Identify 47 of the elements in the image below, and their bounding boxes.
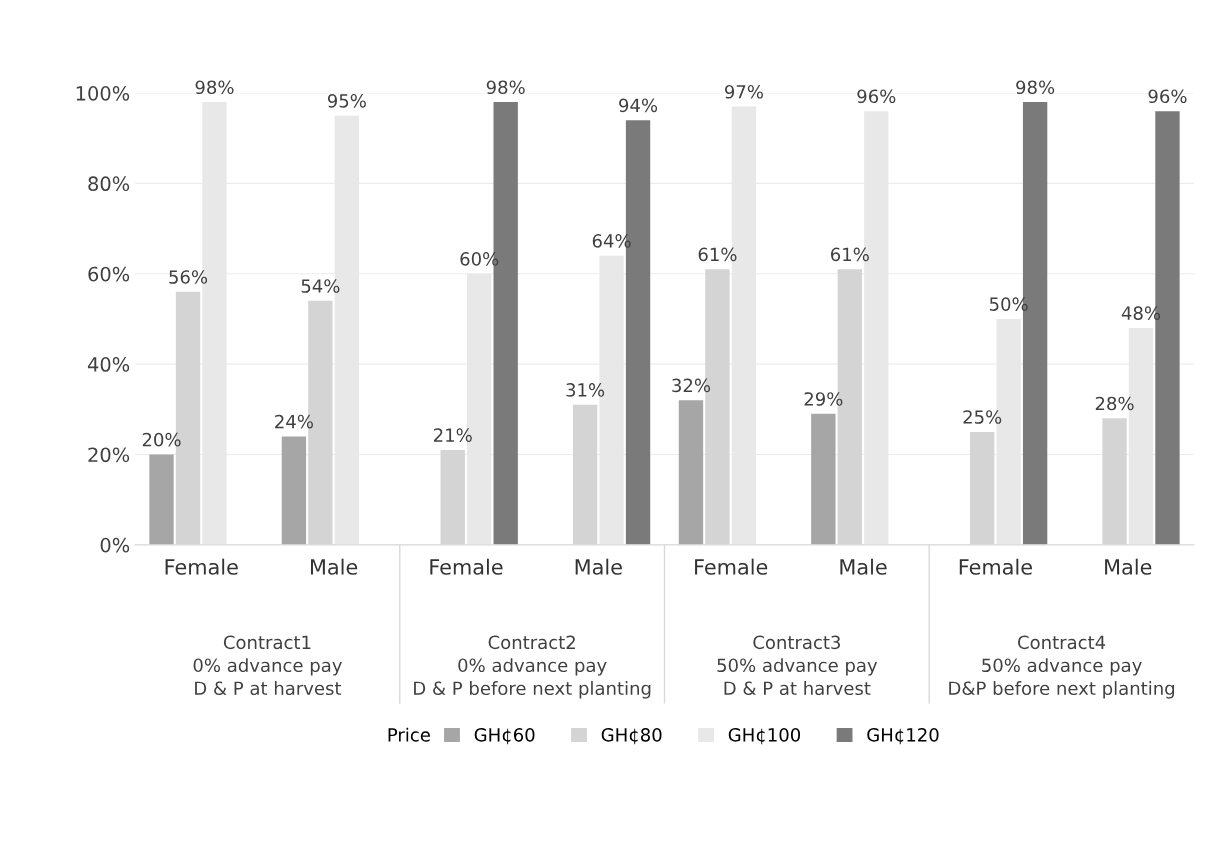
data-label: 98% — [1016, 80, 1055, 95]
legend-label: GH¢100 — [728, 727, 801, 745]
x-tick-label: Male — [575, 558, 622, 575]
x-tick-label: Female — [695, 558, 768, 575]
data-label: 28% — [1095, 396, 1134, 411]
bar — [149, 454, 174, 545]
legend-title: Price — [388, 727, 430, 742]
data-label: 61% — [831, 247, 869, 262]
data-label: 97% — [724, 84, 763, 99]
legend-label: GH¢80 — [601, 727, 662, 745]
data-label: 98% — [486, 80, 525, 95]
y-tick-label: 80% — [88, 176, 130, 192]
data-label: 61% — [698, 247, 737, 262]
data-label: 94% — [619, 98, 658, 113]
legend-label: GH¢120 — [867, 727, 939, 745]
text: Contract2 0% advance pay D & P before next planting — [414, 635, 651, 699]
data-label: 21% — [433, 428, 472, 442]
y-tick-label: 40% — [87, 357, 130, 372]
data-label: 20% — [142, 432, 181, 447]
bar — [678, 400, 704, 545]
data-label: 96% — [1148, 89, 1187, 104]
data-label: 98% — [195, 80, 234, 95]
data-label: 95% — [327, 93, 366, 108]
data-label: 32% — [672, 378, 711, 393]
x-tick-label: Male — [1105, 558, 1152, 575]
legend-label: GH¢60 — [474, 727, 535, 745]
x-tick-label: Male — [840, 558, 887, 575]
bar — [281, 436, 307, 545]
text: Contract3 50% advance pay D & P at harvest — [717, 635, 878, 696]
data-label: 56% — [169, 270, 208, 284]
data-label: 31% — [566, 383, 605, 397]
y-tick-label: 0% — [100, 537, 130, 553]
y-tick-label: 60% — [88, 266, 130, 282]
data-label: 54% — [301, 279, 340, 293]
data-label: 25% — [963, 410, 1002, 424]
y-tick-label: 20% — [88, 447, 130, 463]
x-tick-label: Female — [959, 558, 1032, 575]
data-label: 96% — [857, 89, 896, 104]
text: Contract1 0% advance pay D & P at harvest — [193, 635, 342, 696]
x-tick-label: Male — [310, 558, 358, 575]
x-tick-label: Female — [165, 558, 238, 575]
data-label: 24% — [275, 414, 313, 429]
data-label: 29% — [804, 392, 843, 406]
x-tick-label: Female — [430, 558, 503, 575]
bar — [811, 413, 836, 545]
text: Contract4 50% advance pay D&P before next planting — [949, 635, 1175, 699]
y-tick-label: 100% — [76, 86, 130, 101]
